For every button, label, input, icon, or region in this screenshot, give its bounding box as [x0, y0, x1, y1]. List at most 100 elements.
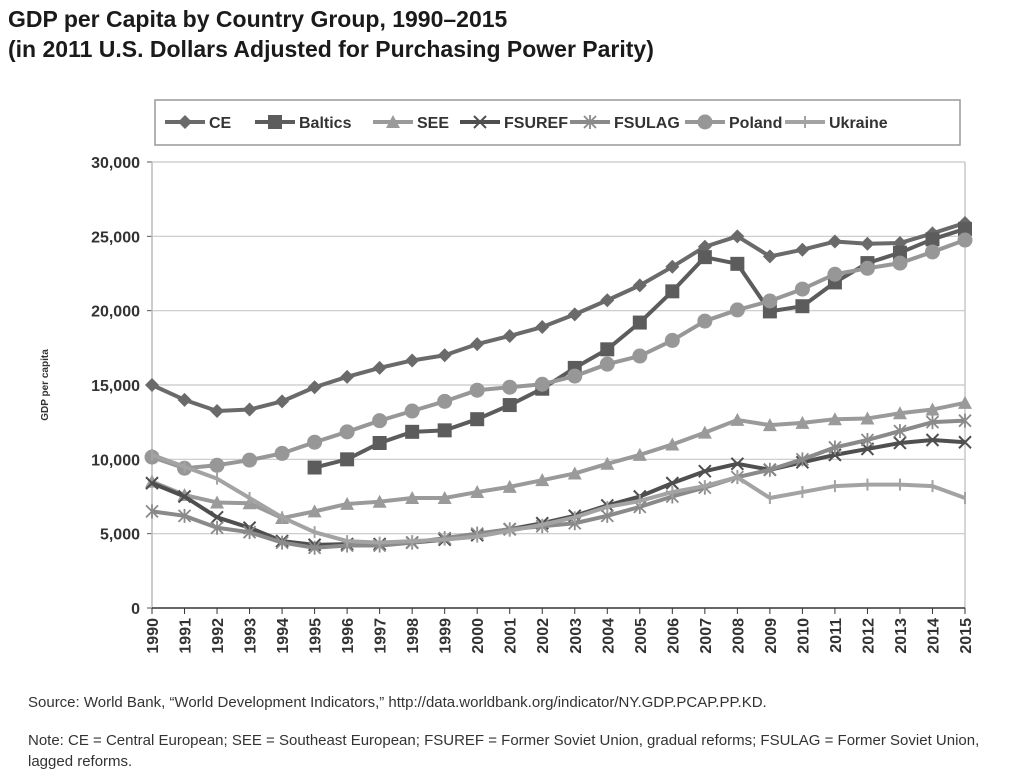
x-tick-label: 1991	[178, 618, 195, 654]
data-point	[600, 293, 615, 308]
series-ce	[145, 215, 972, 419]
note-text: Note: CE = Central European; SEE = South…	[28, 732, 980, 770]
data-point	[600, 342, 615, 357]
data-point	[632, 348, 648, 364]
y-tick-label: 20,000	[91, 304, 140, 321]
legend-label: CE	[209, 115, 232, 132]
x-tick-label: 2014	[925, 618, 942, 654]
data-point	[340, 496, 355, 510]
data-point	[763, 462, 777, 477]
data-point	[502, 328, 517, 343]
data-point	[859, 260, 875, 276]
x-tick-label: 2000	[470, 618, 487, 654]
data-point	[470, 412, 485, 427]
y-tick-label: 30,000	[91, 155, 140, 172]
data-point	[242, 402, 257, 417]
legend-item-fsuref: FSUREF	[460, 115, 568, 132]
data-point	[372, 413, 388, 429]
data-point	[502, 479, 517, 493]
data-point	[340, 452, 355, 467]
data-point	[665, 437, 680, 451]
x-tick-label: 1993	[243, 618, 260, 654]
data-point	[210, 404, 225, 419]
data-point	[145, 378, 159, 392]
x-tick-label: 1992	[210, 618, 227, 654]
data-point	[437, 490, 452, 504]
x-tick-label: 2007	[698, 618, 715, 654]
data-point	[274, 445, 290, 461]
data-point	[665, 259, 680, 274]
legend-marker	[583, 115, 597, 129]
legend-item-ukraine: Ukraine	[785, 115, 888, 132]
data-point	[697, 313, 713, 329]
data-point	[827, 234, 842, 249]
data-point	[209, 457, 225, 473]
x-tick-label: 2001	[503, 618, 520, 654]
data-point	[697, 425, 712, 439]
legend-label: Baltics	[299, 115, 352, 132]
data-point	[339, 424, 355, 440]
data-point	[860, 236, 875, 251]
data-point	[827, 412, 842, 426]
data-point	[502, 379, 518, 395]
data-point	[405, 424, 420, 439]
data-point	[729, 302, 745, 318]
x-tick-label: 1995	[308, 618, 325, 654]
legend-item-baltics: Baltics	[255, 115, 352, 132]
data-point	[307, 460, 322, 475]
x-tick-label: 1990	[145, 618, 162, 654]
data-point	[924, 244, 940, 260]
data-point	[925, 415, 940, 430]
data-point	[632, 278, 647, 293]
x-tick-label: 2012	[860, 618, 877, 654]
source-text: Source: World Bank, “World Development I…	[28, 694, 767, 711]
data-point	[892, 406, 907, 420]
data-point	[210, 510, 224, 525]
data-point	[664, 332, 680, 348]
data-point	[958, 395, 972, 409]
data-point	[405, 353, 420, 368]
data-point	[925, 232, 940, 247]
data-point	[307, 540, 322, 555]
data-point	[567, 368, 583, 384]
data-point	[600, 456, 615, 470]
data-point	[762, 418, 777, 432]
x-tick-label: 2011	[828, 618, 845, 653]
data-point	[632, 315, 647, 330]
data-point	[242, 452, 258, 468]
data-point	[470, 485, 485, 499]
y-axis-label: GDP per capita	[40, 349, 51, 421]
data-point	[145, 476, 159, 490]
data-point	[860, 433, 875, 448]
data-point	[372, 494, 387, 508]
series-line	[151, 452, 966, 545]
data-point	[892, 255, 908, 271]
data-point	[470, 337, 485, 352]
data-point	[762, 293, 778, 309]
data-point	[665, 284, 680, 299]
data-point	[567, 307, 582, 322]
data-point	[730, 457, 745, 471]
data-point	[307, 504, 322, 518]
data-point	[730, 412, 745, 426]
legend-label: FSULAG	[614, 115, 680, 132]
x-tick-label: 2004	[600, 618, 617, 654]
y-tick-label: 15,000	[91, 378, 140, 395]
data-point	[534, 376, 550, 392]
x-tick-label: 2002	[535, 618, 552, 654]
data-point	[404, 403, 420, 419]
data-point	[958, 435, 972, 449]
data-point	[730, 256, 745, 271]
data-point	[535, 320, 550, 335]
data-point	[177, 489, 192, 504]
data-point	[275, 394, 290, 409]
x-tick-label: 2006	[665, 618, 682, 654]
data-point	[210, 520, 224, 535]
data-point	[795, 452, 810, 467]
data-point	[469, 382, 485, 398]
data-point	[567, 466, 582, 480]
data-point	[665, 476, 680, 490]
data-point	[405, 490, 420, 504]
data-point	[795, 299, 810, 314]
